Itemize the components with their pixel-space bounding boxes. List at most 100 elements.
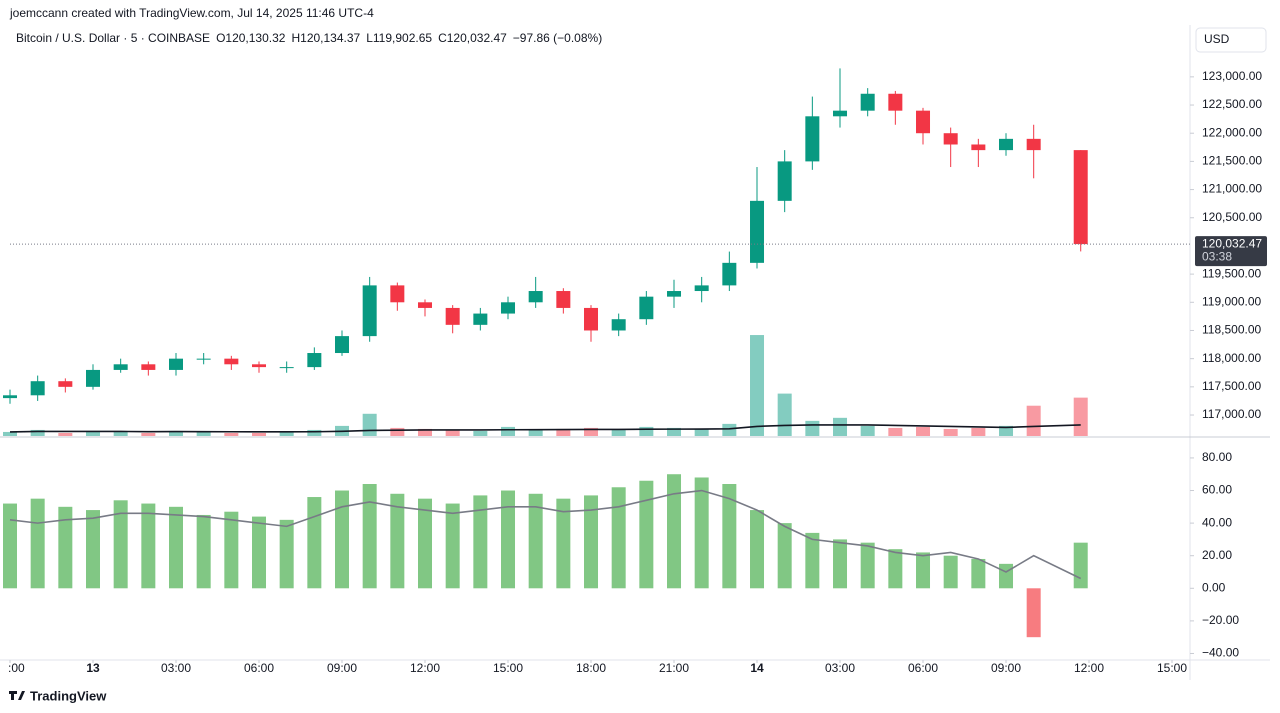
candle-body (584, 307, 599, 331)
x-tick-label: 13 (86, 661, 100, 675)
y-tick-label: 119,000.00 (1202, 294, 1261, 308)
volume-bar (528, 429, 543, 436)
legend-value: 120,134.37 (300, 31, 360, 45)
x-tick-label: 14 (750, 661, 764, 675)
y2-tick-label: 0.00 (1202, 580, 1226, 594)
volume-bar (307, 429, 322, 436)
oscillator-bar (1026, 588, 1041, 638)
candle-body (30, 381, 45, 396)
oscillator-bar (860, 542, 875, 589)
oscillator-bar (805, 532, 820, 589)
oscillator-bar (307, 497, 322, 589)
candle-body (888, 93, 903, 111)
oscillator-bar (750, 510, 765, 589)
candle-body (916, 110, 931, 134)
candle-body (556, 291, 571, 308)
volume-bar (750, 335, 765, 436)
oscillator-bar (3, 503, 17, 589)
oscillator-bar (501, 490, 516, 589)
oscillator-bar (528, 493, 543, 589)
y2-tick-label: 80.00 (1202, 450, 1232, 464)
candle-body (3, 395, 17, 399)
oscillator-bar (667, 474, 682, 589)
volume-bar (196, 431, 211, 436)
y-tick-label: 122,000.00 (1202, 125, 1262, 139)
candle-body (722, 262, 737, 286)
y-tick-label: 121,000.00 (1202, 182, 1262, 196)
legend-key: C (438, 31, 447, 45)
currency[interactable]: USD (1204, 32, 1230, 46)
oscillator-bar (362, 484, 377, 589)
candle-body (833, 110, 848, 117)
candle-body (999, 138, 1014, 151)
oscillator-bar (999, 563, 1014, 589)
oscillator-bar (556, 498, 571, 589)
oscillator-bar (141, 503, 156, 589)
countdown: 03:38 (1202, 249, 1232, 263)
oscillator-ma-line (9, 489, 1082, 580)
volume-bar (1026, 405, 1041, 436)
y-tick-label: 118,500.00 (1202, 323, 1261, 337)
candle-body (639, 296, 654, 320)
volume-bar (141, 432, 156, 436)
x-tick-label: 15:00 (1157, 661, 1187, 675)
oscillator-bar (279, 519, 294, 589)
y2-tick-label: 60.00 (1202, 483, 1232, 497)
volume-bar (362, 413, 377, 436)
candle-body (694, 285, 709, 292)
volume-bar (888, 427, 903, 436)
oscillator-bar (30, 498, 45, 589)
candle-body (777, 161, 792, 201)
currency-button[interactable] (1195, 27, 1267, 53)
y2-tick-label: 40.00 (1202, 515, 1232, 529)
symbol: Bitcoin / U.S. Dollar · 5 · COINBASE (16, 31, 210, 45)
candle-body (611, 319, 626, 331)
volume-bar (113, 431, 128, 436)
x-tick-label: 09:00 (327, 661, 357, 675)
y2-tick-label: −40.00 (1202, 646, 1239, 660)
volume-bar (667, 427, 682, 436)
x-tick-label: :00 (8, 661, 25, 675)
volume-bar (418, 428, 433, 436)
plot (3, 68, 1088, 638)
oscillator-bar (335, 490, 350, 589)
oscillator-bar (888, 549, 903, 589)
candle-body (445, 307, 460, 325)
candle-body (1026, 138, 1041, 151)
volume-bar (390, 427, 405, 436)
x-tick-label: 12:00 (410, 661, 440, 675)
legend-key: H (291, 31, 300, 45)
x-tick-label: 15:00 (493, 661, 523, 675)
y-tick-label: 120,500.00 (1202, 210, 1262, 224)
x-tick-label: 06:00 (908, 661, 938, 675)
volume-bar (252, 432, 267, 436)
volume-ma-line (9, 424, 1081, 433)
volume-bar (584, 427, 599, 436)
oscillator-bar (169, 506, 184, 589)
candle-body (805, 116, 820, 162)
candle-body (113, 364, 128, 370)
volume-bar (3, 431, 17, 436)
volume-bar (279, 431, 294, 436)
candle-body (58, 381, 73, 387)
oscillator-bar (971, 558, 986, 589)
volume-bar (999, 425, 1014, 436)
volume-bar (860, 425, 875, 436)
legend-value: 120,032.47 (447, 31, 507, 45)
x-tick-label: 06:00 (244, 661, 274, 675)
volume-bar (777, 393, 792, 436)
x-tick-label: 21:00 (659, 661, 689, 675)
y-tick-label: 119,500.00 (1202, 266, 1261, 280)
x-tick-label: 09:00 (991, 661, 1021, 675)
logo: TradingView (9, 688, 107, 703)
volume-bar (86, 430, 101, 436)
x-tick-label: 03:00 (161, 661, 191, 675)
attribution: joemccann created with TradingView.com, … (9, 6, 374, 20)
oscillator-bar (584, 495, 599, 589)
oscillator-bar (113, 500, 128, 589)
candle-body (943, 133, 958, 145)
volume-bar (473, 430, 488, 436)
volume-bar (224, 432, 239, 436)
oscillator-bar (639, 480, 654, 589)
